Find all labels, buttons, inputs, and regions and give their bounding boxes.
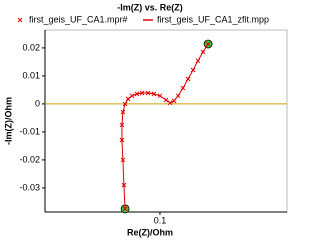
plot-frame: [44, 29, 288, 213]
y-tick-label: -0.03: [19, 182, 40, 192]
legend-label: first_geis_UF_CA1_zfit.mpp: [157, 14, 269, 24]
y-tick-label: 0.02: [22, 42, 40, 52]
y-axis-label: -Im(Z)/Ohm: [3, 97, 13, 145]
fit-line: [121, 43, 209, 209]
y-tick-label: -0.01: [19, 126, 40, 136]
y-tick-label: 0.01: [22, 70, 40, 80]
y-tick-label: -0.02: [19, 154, 40, 164]
x-tick-label: 0.1: [154, 215, 167, 225]
chart-title: -Im(Z) vs. Re(Z): [117, 2, 183, 12]
x-axis-label: Re(Z)/Ohm: [127, 227, 173, 237]
y-tick-label: 0: [35, 98, 40, 108]
legend-marker: [17, 17, 23, 23]
chart: -Im(Z) vs. Re(Z) Re(Z)/Ohm -Im(Z)/Ohm 0.…: [3, 2, 288, 237]
legend-label: first_geis_UF_CA1.mpr#: [29, 14, 128, 24]
